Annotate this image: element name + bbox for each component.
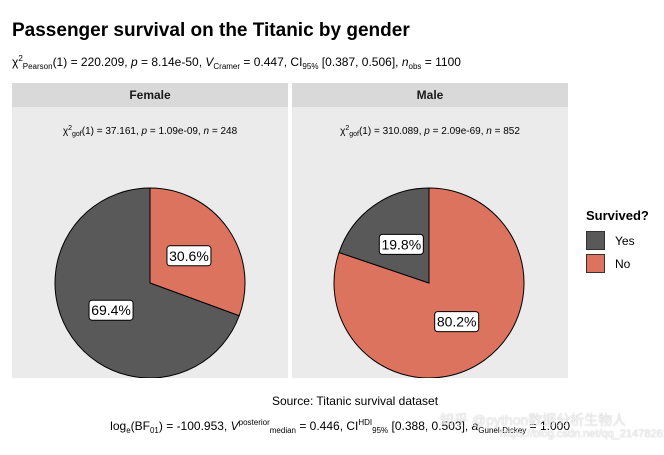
legend-item-yes: Yes [586,229,649,252]
svg-text:80.2%: 80.2% [437,314,477,330]
legend-item-no: No [586,252,649,275]
chart-subtitle: χ2Pearson(1) = 220.209, p = 8.14e-50, VC… [12,54,461,71]
legend-title: Survived? [586,208,649,223]
svg-text:30.6%: 30.6% [169,248,209,264]
panel-stat-female: χ2gof(1) = 37.161, p = 1.09e-09, n = 248 [62,125,238,138]
chart-title: Passenger survival on the Titanic by gen… [12,20,410,41]
legend-label-yes: Yes [615,233,635,248]
panel-male: Male χ2gof(1) = 310.089, p = 2.09e-69, n… [292,83,568,378]
pie-male: 80.2% 19.8% [333,187,525,378]
panel-stat-male: χ2gof(1) = 310.089, p = 2.09e-69, n = 85… [340,125,520,138]
legend: Survived? Yes No [586,208,649,275]
pie-slice-yes [54,187,240,378]
caption-bayes-factor: loge(BF01) = -100.953, Vposteriormedian … [110,418,570,435]
watermark-url: https://blog.csdn.net/qq_21478261 [500,428,664,440]
pie-label-no: 80.2% [434,311,480,333]
pie-label-no: 30.6% [166,245,212,267]
pie-label-yes: 69.4% [88,299,134,321]
legend-label-no: No [615,256,631,271]
pie-label-yes: 19.8% [378,233,424,255]
panel-strip-male: Male [292,83,568,107]
panel-strip-female: Female [12,83,288,107]
svg-text:69.4%: 69.4% [91,302,131,318]
caption-source: Source: Titanic survival dataset [271,394,439,408]
watermark: 知乎 @python数据分析生物人 [440,412,627,428]
panel-female: Female χ2gof(1) = 37.161, p = 1.09e-09, … [12,83,288,378]
svg-text:19.8%: 19.8% [381,236,421,252]
pie-female: 30.6% 69.4% [54,187,246,378]
legend-swatch-no [586,254,605,273]
legend-swatch-yes [586,231,605,250]
